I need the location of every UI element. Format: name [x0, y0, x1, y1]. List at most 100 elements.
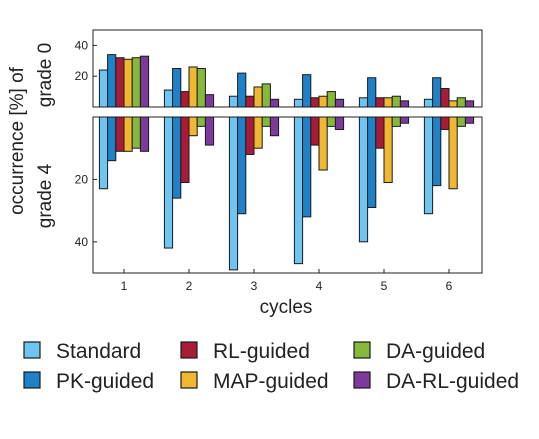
- bar-grade0-rl-guided-cycle-4: [310, 97, 320, 108]
- panel-frame: [92, 116, 483, 274]
- bar-grade4-rl-guided-cycle-1: [115, 116, 125, 152]
- x-tick-label: 3: [251, 279, 258, 293]
- bar-grade4-da-rl-guided-cycle-6: [464, 116, 475, 124]
- legend: Standard PK-guided RL-guided MAP-guided DA-g…: [23, 340, 519, 393]
- bar-grade0-pk-guided-cycle-5: [367, 77, 377, 108]
- bar-grade0-map-guided-cycle-3: [253, 86, 263, 108]
- legend-item-map-guided: MAP-guided: [180, 370, 329, 393]
- bar-grade4-da-rl-guided-cycle-3: [269, 116, 280, 137]
- bar-grade4-standard-cycle-1: [98, 116, 109, 190]
- bar-grade4-standard-cycle-6: [423, 116, 434, 215]
- legend-label: RL-guided: [213, 340, 310, 363]
- bar-grade4-da-guided-cycle-5: [391, 116, 401, 127]
- bar-grade4-da-rl-guided-cycle-2: [204, 116, 215, 146]
- bar-grade0-standard-cycle-1: [98, 69, 109, 108]
- bar-grade0-da-rl-guided-cycle-4: [334, 98, 345, 108]
- bar-grade4-standard-cycle-3: [228, 116, 239, 271]
- bar-grade0-standard-cycle-4: [293, 98, 304, 108]
- bar-grade4-da-guided-cycle-1: [131, 116, 141, 149]
- y-tick-label: 20: [75, 172, 89, 186]
- bar-grade0-rl-guided-cycle-6: [440, 88, 450, 108]
- bar-grade0-da-guided-cycle-3: [261, 83, 271, 108]
- bar-grade0-rl-guided-cycle-3: [245, 95, 255, 108]
- bar-grade0-standard-cycle-2: [163, 89, 174, 108]
- bar-grade0-pk-guided-cycle-1: [107, 54, 117, 108]
- bar-grade0-map-guided-cycle-2: [188, 66, 198, 108]
- bar-grade4-pk-guided-cycle-2: [172, 116, 182, 199]
- x-axis: 1 2 3 4 5 6: [121, 279, 453, 293]
- y-tick-label: 40: [75, 235, 89, 249]
- bar-grade0-da-guided-cycle-2: [196, 68, 206, 108]
- bar-grade4-pk-guided-cycle-3: [237, 116, 247, 215]
- bar-grade4-pk-guided-cycle-6: [432, 116, 442, 187]
- x-axis-label: cycles: [260, 297, 313, 318]
- bar-grade4-da-guided-cycle-4: [326, 116, 336, 127]
- legend-swatch: [23, 371, 41, 389]
- bar-grade4-da-rl-guided-cycle-4: [334, 116, 345, 130]
- x-tick-label: 2: [186, 279, 193, 293]
- legend-swatch: [353, 371, 371, 389]
- x-tick-label: 4: [316, 279, 323, 293]
- bar-grade4-rl-guided-cycle-4: [310, 116, 320, 146]
- bar-grade4-map-guided-cycle-5: [383, 116, 393, 184]
- bar-grade0-standard-cycle-5: [358, 97, 369, 108]
- bar-grade0-map-guided-cycle-6: [448, 100, 458, 108]
- bar-grade4-map-guided-cycle-3: [253, 116, 263, 149]
- bar-grade0-da-rl-guided-cycle-1: [139, 55, 150, 108]
- bar-grade4-da-guided-cycle-3: [261, 116, 271, 127]
- bar-grade0-rl-guided-cycle-5: [375, 97, 385, 108]
- legend-item-pk-guided: PK-guided: [23, 370, 154, 393]
- legend-label: PK-guided: [56, 370, 154, 393]
- y-axis-label-grade0: grade 0: [35, 43, 56, 107]
- bar-grade0-standard-cycle-3: [228, 95, 239, 108]
- bar-grade0-da-guided-cycle-1: [131, 57, 141, 108]
- x-tick-label: 6: [446, 279, 453, 293]
- y-tick-label: 20: [75, 69, 89, 83]
- bar-grade0-pk-guided-cycle-6: [432, 77, 442, 108]
- y-tick-label: 40: [75, 38, 89, 52]
- bar-grade0-da-guided-cycle-6: [456, 97, 466, 108]
- legend-label: DA-guided: [386, 340, 485, 363]
- bar-grade0-da-rl-guided-cycle-5: [399, 100, 410, 108]
- bar-grade0-map-guided-cycle-5: [383, 97, 393, 108]
- bar-grade0-rl-guided-cycle-2: [180, 91, 190, 108]
- bar-grade4-rl-guided-cycle-5: [375, 116, 385, 149]
- legend-swatch: [23, 341, 41, 359]
- bar-grade4-map-guided-cycle-1: [123, 116, 133, 152]
- bar-grade4-rl-guided-cycle-3: [245, 116, 255, 155]
- bar-grade4-standard-cycle-2: [163, 116, 174, 249]
- bar-grade4-map-guided-cycle-6: [448, 116, 458, 190]
- bar-grade0-pk-guided-cycle-2: [172, 68, 182, 108]
- x-tick-label: 5: [381, 279, 388, 293]
- bar-grade4-da-rl-guided-cycle-5: [399, 116, 410, 124]
- x-tick-label: 1: [121, 279, 128, 293]
- y-axis-label-line1: occurrence [%] of: [7, 66, 28, 215]
- bar-grade0-da-rl-guided-cycle-6: [464, 100, 475, 108]
- bar-grade0-rl-guided-cycle-1: [115, 57, 125, 108]
- bar-grade0-da-rl-guided-cycle-3: [269, 98, 280, 108]
- bar-grade4-pk-guided-cycle-1: [107, 116, 117, 162]
- bar-grade0-pk-guided-cycle-3: [237, 72, 247, 108]
- bar-grade0-map-guided-cycle-1: [123, 58, 133, 108]
- legend-swatch: [180, 341, 198, 359]
- bar-grade0-map-guided-cycle-4: [318, 95, 328, 108]
- bar-grade4-da-guided-cycle-2: [196, 116, 206, 127]
- bar-grade0-da-rl-guided-cycle-2: [204, 94, 215, 108]
- legend-item-da-rl-guided: DA-RL-guided: [353, 370, 519, 393]
- bar-grade0-pk-guided-cycle-4: [302, 74, 312, 108]
- legend-swatch: [353, 341, 371, 359]
- bar-grade4-rl-guided-cycle-6: [440, 116, 450, 130]
- bar-grade4-standard-cycle-5: [358, 116, 369, 243]
- legend-swatch: [180, 371, 198, 389]
- bar-grade4-map-guided-cycle-2: [188, 116, 198, 137]
- legend-item-standard: Standard: [23, 340, 141, 363]
- bar-grade4-da-rl-guided-cycle-1: [139, 116, 150, 152]
- legend-item-rl-guided: RL-guided: [180, 340, 310, 363]
- bar-grade0-standard-cycle-6: [423, 98, 434, 108]
- bar-grade4-pk-guided-cycle-4: [302, 116, 312, 218]
- legend-item-da-guided: DA-guided: [353, 340, 485, 363]
- bar-grade4-map-guided-cycle-4: [318, 116, 328, 171]
